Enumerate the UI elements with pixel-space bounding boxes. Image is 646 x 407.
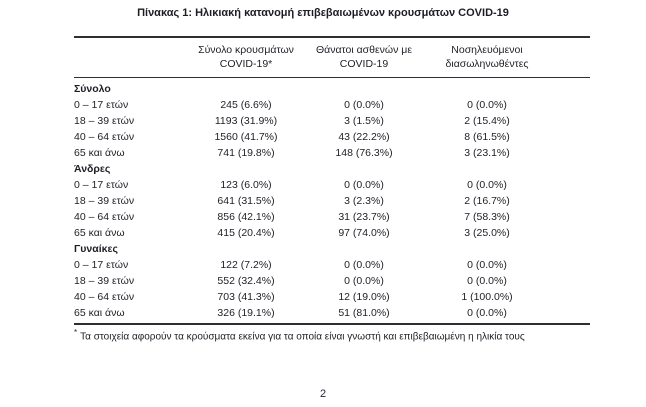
table-header: Σύνολο κρουσμάτων COVID-19* Θάνατοι ασθενώ… — [74, 37, 590, 78]
cases-value: 741 (19.8%) — [217, 147, 275, 159]
deaths-value: 3 (2.3%) — [344, 195, 384, 207]
header-cell: Θάνατοι ασθενών με COVID-19 — [306, 37, 422, 78]
table-row: 65 και άνω 326 (19.1%) 51 (81.0%) 0 (0.0%) — [74, 305, 590, 324]
section-label: Άνδρες — [74, 163, 111, 175]
table-row: 18 – 39 ετών 1193 (31.9%) 3 (1.5%) 2 (15.4%… — [74, 113, 590, 129]
section-label: Σύνολο — [74, 83, 111, 95]
table-row: 0 – 17 ετών 122 (7.2%) 0 (0.0%) 0 (0.0%) — [74, 257, 590, 273]
section-row: Σύνολο — [74, 78, 590, 98]
table-row: 65 και άνω 741 (19.8%) 148 (76.3%) 3 (23.1%… — [74, 145, 590, 161]
cases-value: 1560 (41.7%) — [214, 131, 278, 143]
age-group-label: 0 – 17 ετών — [74, 259, 129, 271]
table-row: 18 – 39 ετών 552 (32.4%) 0 (0.0%) 0 (0.0%) — [74, 273, 590, 289]
intubated-value: 7 (58.3%) — [464, 211, 510, 223]
footnote-marker: * — [74, 328, 78, 337]
age-group-label: 65 και άνω — [74, 147, 125, 159]
intubated-value: 0 (0.0%) — [467, 259, 507, 271]
deaths-value: 51 (81.0%) — [338, 307, 390, 319]
age-group-label: 18 – 39 ετών — [74, 195, 135, 207]
spacer-cell — [552, 193, 590, 209]
deaths-value: 148 (76.3%) — [335, 147, 393, 159]
age-group-label: 40 – 64 ετών — [74, 291, 135, 303]
cases-value: 123 (6.0%) — [220, 179, 272, 191]
table-row: 40 – 64 ετών 703 (41.3%) 12 (19.0%) 1 (100.… — [74, 289, 590, 305]
age-group-label: 0 – 17 ετών — [74, 99, 129, 111]
spacer-cell — [552, 257, 590, 273]
intubated-value: 8 (61.5%) — [464, 131, 510, 143]
spacer-cell — [552, 97, 590, 113]
table-row: 18 – 39 ετών 641 (31.5%) 3 (2.3%) 2 (16.7%) — [74, 193, 590, 209]
deaths-value: 31 (23.7%) — [338, 211, 390, 223]
header-cell-empty — [74, 37, 186, 78]
deaths-value: 0 (0.0%) — [344, 275, 384, 287]
spacer-cell — [552, 289, 590, 305]
deaths-value: 0 (0.0%) — [344, 259, 384, 271]
table-row: 40 – 64 ετών 1560 (41.7%) 43 (22.2%) 8 (61.… — [74, 129, 590, 145]
cases-value: 856 (42.1%) — [217, 211, 275, 223]
spacer-cell — [552, 305, 590, 324]
page-number: 2 — [319, 388, 327, 400]
deaths-value: 3 (1.5%) — [344, 115, 384, 127]
cases-value: 552 (32.4%) — [217, 275, 275, 287]
deaths-value: 43 (22.2%) — [338, 131, 390, 143]
table-row: 65 και άνω 415 (20.4%) 97 (74.0%) 3 (25.0%) — [74, 225, 590, 241]
spacer-cell — [552, 113, 590, 129]
header-cell: Νοσηλευόμενοι διασωληνωθέντες — [422, 37, 552, 78]
age-group-label: 65 και άνω — [74, 307, 125, 319]
footnote-text: Τα στοιχεία αφορούν τα κρούσματα εκείνα … — [80, 331, 525, 343]
intubated-value: 0 (0.0%) — [467, 99, 507, 111]
cases-value: 122 (7.2%) — [220, 259, 272, 271]
table-footnote: * Τα στοιχεία αφορούν τα κρούσματα εκείνα… — [74, 326, 590, 343]
cases-value: 703 (41.3%) — [217, 291, 275, 303]
header-line-2: COVID-19 — [339, 58, 389, 70]
table-row: 40 – 64 ετών 856 (42.1%) 31 (23.7%) 7 (58.3… — [74, 209, 590, 225]
header-line-2: COVID-19* — [219, 58, 273, 70]
cases-value: 326 (19.1%) — [217, 307, 275, 319]
spacer-cell — [552, 177, 590, 193]
header-line-1: Νοσηλευόμενοι — [451, 44, 523, 56]
age-group-label: 0 – 17 ετών — [74, 179, 129, 191]
age-group-label: 40 – 64 ετών — [74, 131, 135, 143]
table-title: Πίνακας 1: Ηλικιακή κατανομή επιβεβαιωμέ… — [137, 7, 509, 19]
spacer-cell — [552, 145, 590, 161]
header-row: Σύνολο κρουσμάτων COVID-19* Θάνατοι ασθενώ… — [74, 37, 590, 78]
intubated-value: 0 (0.0%) — [467, 275, 507, 287]
age-group-label: 18 – 39 ετών — [74, 115, 135, 127]
age-group-label: 40 – 64 ετών — [74, 211, 135, 223]
table-row: 0 – 17 ετών 123 (6.0%) 0 (0.0%) 0 (0.0%) — [74, 177, 590, 193]
age-group-label: 65 και άνω — [74, 227, 125, 239]
deaths-value: 12 (19.0%) — [338, 291, 390, 303]
intubated-value: 2 (16.7%) — [464, 195, 510, 207]
header-cell: Σύνολο κρουσμάτων COVID-19* — [186, 37, 306, 78]
spacer-cell — [552, 225, 590, 241]
intubated-value: 3 (23.1%) — [464, 147, 510, 159]
section-row: Άνδρες — [74, 161, 590, 177]
deaths-value: 0 (0.0%) — [344, 99, 384, 111]
header-line-2: διασωληνωθέντες — [445, 58, 529, 70]
cases-value: 415 (20.4%) — [217, 227, 275, 239]
intubated-value: 2 (15.4%) — [464, 115, 510, 127]
header-cell-spacer — [552, 37, 590, 78]
age-group-label: 18 – 39 ετών — [74, 275, 135, 287]
intubated-value: 0 (0.0%) — [467, 307, 507, 319]
intubated-value: 1 (100.0%) — [461, 291, 513, 303]
covid-age-table: Σύνολο κρουσμάτων COVID-19* Θάνατοι ασθενώ… — [74, 36, 590, 325]
intubated-value: 3 (25.0%) — [464, 227, 510, 239]
deaths-value: 0 (0.0%) — [344, 179, 384, 191]
header-line-1: Σύνολο κρουσμάτων — [198, 44, 294, 56]
spacer-cell — [552, 273, 590, 289]
spacer-cell — [552, 129, 590, 145]
deaths-value: 97 (74.0%) — [338, 227, 390, 239]
section-row: Γυναίκες — [74, 241, 590, 257]
intubated-value: 0 (0.0%) — [467, 179, 507, 191]
cases-value: 245 (6.6%) — [220, 99, 272, 111]
table-row: 0 – 17 ετών 245 (6.6%) 0 (0.0%) 0 (0.0%) — [74, 97, 590, 113]
header-line-1: Θάνατοι ασθενών με — [315, 44, 413, 56]
table-body: Σύνολο 0 – 17 ετών 245 (6.6%) 0 (0.0%) 0 (0.… — [74, 78, 590, 325]
spacer-cell — [552, 209, 590, 225]
section-label: Γυναίκες — [74, 243, 118, 255]
cases-value: 1193 (31.9%) — [214, 115, 278, 127]
cases-value: 641 (31.5%) — [217, 195, 275, 207]
